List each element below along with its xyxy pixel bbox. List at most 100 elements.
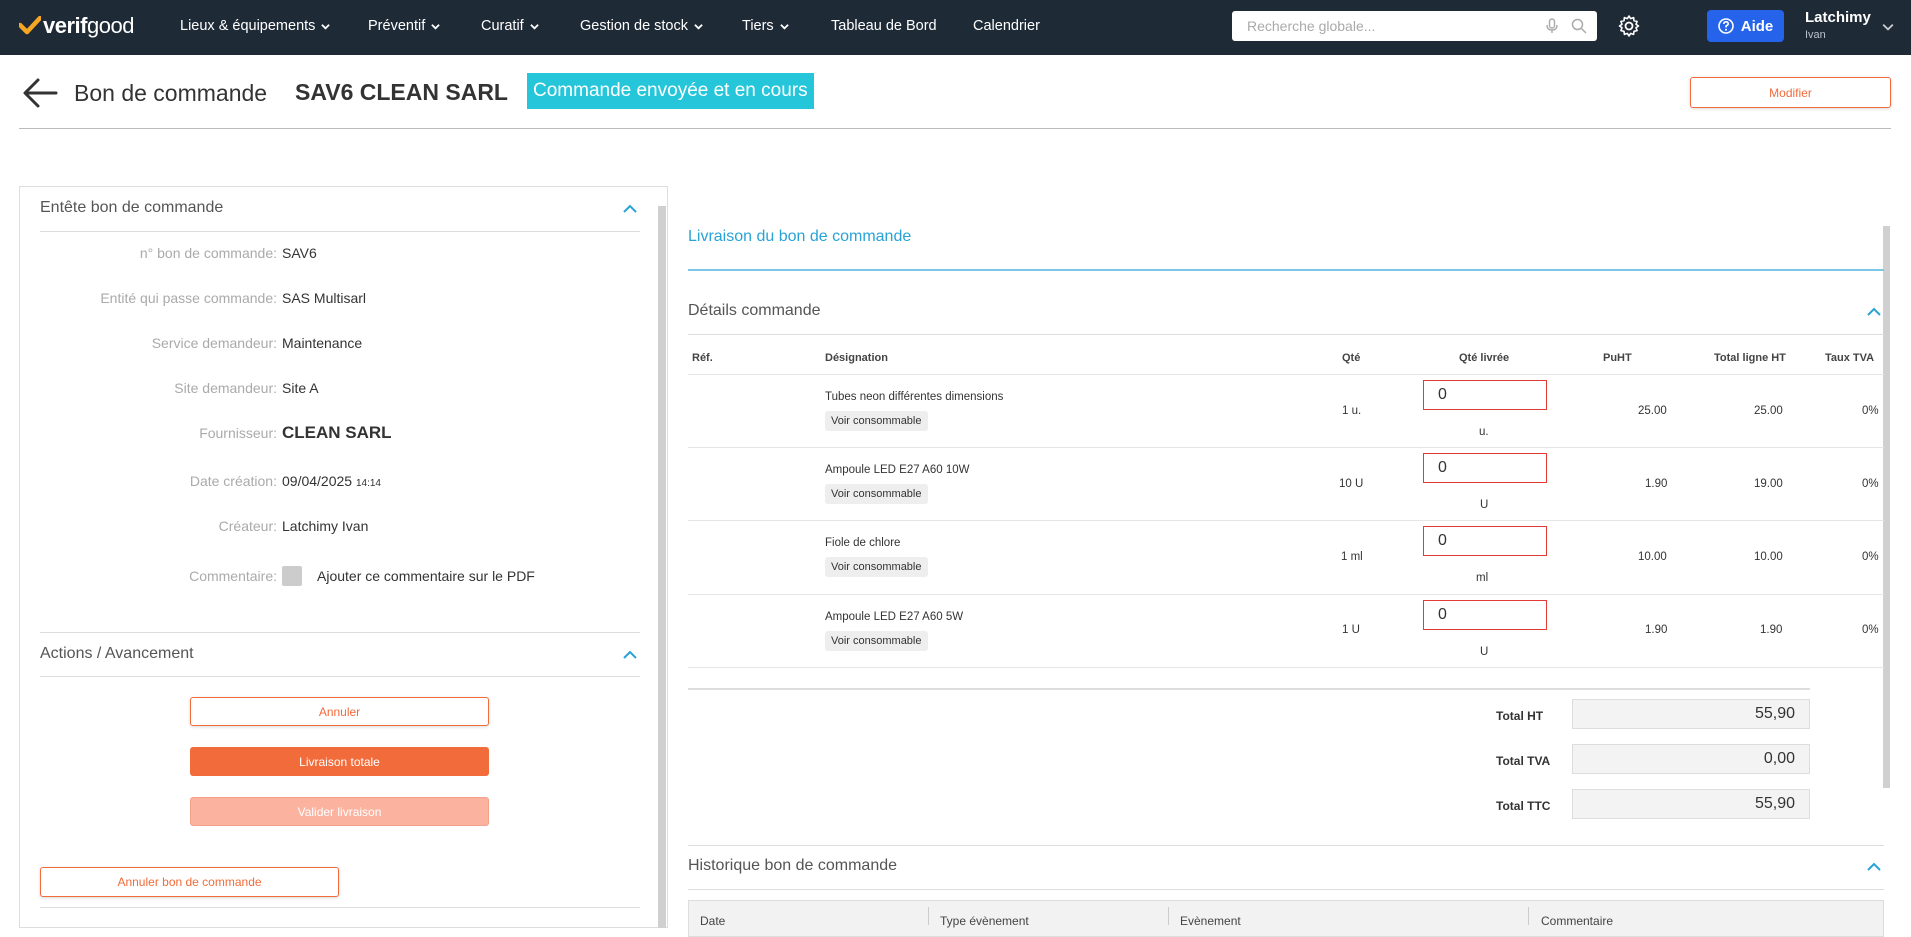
view-consumable-button[interactable]: Voir consommable <box>825 557 928 577</box>
history-column-comment[interactable]: Commentaire <box>1541 914 1614 928</box>
section-divider <box>688 334 1884 335</box>
global-search-input[interactable] <box>1247 18 1537 34</box>
edit-button[interactable]: Modifier <box>1690 77 1891 108</box>
field-value-site: Site A <box>282 380 319 396</box>
cell-unit: u. <box>1479 426 1489 438</box>
actions-section-title: Actions / Avancement <box>40 645 194 662</box>
entete-section-title: Entête bon de commande <box>40 199 224 216</box>
field-value-service: Maintenance <box>282 335 363 351</box>
chevron-up-icon[interactable] <box>623 204 637 214</box>
chevron-up-icon[interactable] <box>1867 307 1881 317</box>
total-ttc-value: 55,90 <box>1572 789 1810 819</box>
app-logo[interactable]: verifgood <box>19 13 134 39</box>
chevron-down-icon <box>694 23 703 30</box>
total-tva-value: 0,00 <box>1572 744 1810 774</box>
cell-tva: 0% <box>1862 478 1879 490</box>
nav-item-lieux[interactable]: Lieux & équipements <box>180 18 331 34</box>
section-divider <box>40 632 640 633</box>
delivered-qty-input[interactable]: 0 <box>1423 526 1547 556</box>
global-search <box>1232 11 1597 41</box>
validate-delivery-button[interactable]: Valider livraison <box>190 797 489 826</box>
full-delivery-button[interactable]: Livraison totale <box>190 747 489 776</box>
column-header-qty: Qté <box>1342 352 1361 364</box>
view-consumable-button[interactable]: Voir consommable <box>825 484 928 504</box>
user-name: Latchimy <box>1805 9 1871 26</box>
nav-item-label: Tiers <box>742 18 774 34</box>
right-panel-scrollbar[interactable] <box>1883 226 1890 788</box>
user-subname: Ivan <box>1805 29 1826 41</box>
nav-item-label: Curatif <box>481 18 524 34</box>
field-value-order-number: SAV6 <box>282 245 317 261</box>
add-comment-pdf-label: Ajouter ce commentaire sur le PDF <box>317 568 535 584</box>
column-separator <box>1528 907 1529 925</box>
cell-designation: Ampoule LED E27 A60 5W <box>825 611 964 623</box>
cell-total-ht: 25.00 <box>1754 405 1783 417</box>
delivered-qty-input[interactable]: 0 <box>1423 380 1547 410</box>
history-column-type[interactable]: Type évènement <box>940 914 1029 928</box>
cell-total-ht: 1.90 <box>1760 624 1783 636</box>
cell-unit: U <box>1480 646 1489 658</box>
history-table-header <box>688 900 1884 937</box>
field-label-service: Service demandeur: <box>151 335 277 351</box>
cell-designation: Fiole de chlore <box>825 537 901 549</box>
field-label-entity: Entité qui passe commande: <box>100 290 277 306</box>
gear-icon[interactable] <box>1617 14 1641 38</box>
nav-item-calendrier[interactable]: Calendrier <box>973 18 1040 34</box>
column-header-designation: Désignation <box>825 352 888 364</box>
creation-date: 09/04/2025 <box>282 473 353 489</box>
cell-designation: Ampoule LED E27 A60 10W <box>825 464 970 476</box>
nav-item-label: Calendrier <box>973 18 1040 34</box>
creation-time: 14:14 <box>355 478 381 489</box>
search-icon[interactable] <box>1571 18 1587 34</box>
field-label-comment: Commentaire: <box>189 568 277 584</box>
history-column-date[interactable]: Date <box>700 914 726 928</box>
nav-item-tableau-de-bord[interactable]: Tableau de Bord <box>831 18 937 34</box>
status-badge: Commande envoyée et en cours <box>527 73 814 109</box>
section-divider <box>688 845 1884 846</box>
user-menu[interactable]: Latchimy Ivan <box>1805 9 1871 41</box>
nav-item-label: Gestion de stock <box>580 18 688 34</box>
details-section-title: Détails commande <box>688 302 821 319</box>
cell-qty: 10 U <box>1339 478 1364 490</box>
field-label-supplier: Fournisseur: <box>199 425 277 441</box>
chevron-down-icon[interactable] <box>1882 21 1894 33</box>
chevron-down-icon <box>529 23 539 30</box>
delivered-qty-input[interactable]: 0 <box>1423 600 1547 630</box>
column-header-total-ht: Total ligne HT <box>1714 352 1786 364</box>
add-comment-pdf-checkbox[interactable] <box>282 566 302 586</box>
delivered-qty-input[interactable]: 0 <box>1423 453 1547 483</box>
microphone-icon[interactable] <box>1545 18 1559 34</box>
nav-item-tiers[interactable]: Tiers <box>742 18 789 34</box>
column-separator <box>928 907 929 925</box>
field-label-site: Site demandeur: <box>174 380 277 396</box>
nav-item-label: Tableau de Bord <box>831 18 937 34</box>
history-section-title: Historique bon de commande <box>688 857 898 874</box>
total-ht-label: Total HT <box>1496 709 1544 723</box>
help-button[interactable]: Aide <box>1707 10 1784 42</box>
chevron-up-icon[interactable] <box>1867 862 1881 872</box>
cancel-button[interactable]: Annuler <box>190 697 489 726</box>
left-panel-scrollbar[interactable] <box>658 206 666 928</box>
field-value-creation-date: 09/04/2025 14:14 <box>282 473 381 489</box>
cell-total-ht: 10.00 <box>1754 551 1783 563</box>
cancel-order-button[interactable]: Annuler bon de commande <box>40 867 339 897</box>
chevron-up-icon[interactable] <box>623 650 637 660</box>
nav-item-preventif[interactable]: Préventif <box>368 18 440 34</box>
order-title: SAV6 CLEAN SARL <box>295 79 508 105</box>
view-consumable-button[interactable]: Voir consommable <box>825 411 928 431</box>
section-divider <box>40 676 640 677</box>
section-divider <box>40 907 640 908</box>
tab-delivery[interactable]: Livraison du bon de commande <box>688 228 912 245</box>
nav-item-curatif[interactable]: Curatif <box>481 18 539 34</box>
view-consumable-button[interactable]: Voir consommable <box>825 631 928 651</box>
section-divider <box>40 231 640 232</box>
cell-puht: 10.00 <box>1638 551 1667 563</box>
nav-item-gestion-stock[interactable]: Gestion de stock <box>580 18 703 34</box>
row-divider <box>688 520 1884 521</box>
history-column-event[interactable]: Evènement <box>1180 914 1241 928</box>
column-header-puht: PuHT <box>1603 352 1632 364</box>
back-arrow-icon[interactable] <box>22 76 58 110</box>
top-navbar: verifgood Lieux & équipements Préventif … <box>0 0 1911 55</box>
logo-text-bold: verif <box>43 13 87 38</box>
cell-unit: ml <box>1476 572 1489 584</box>
